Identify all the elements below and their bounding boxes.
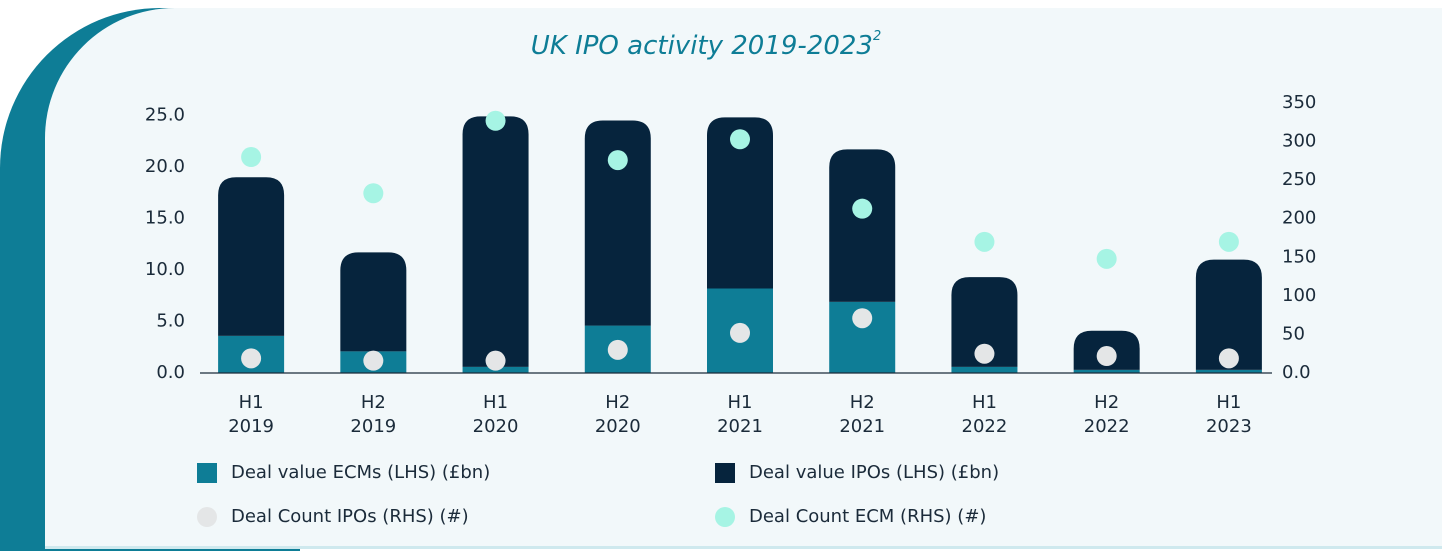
bar bbox=[218, 177, 285, 336]
legend-label: Deal Count IPOs (RHS) (#) bbox=[231, 506, 469, 527]
x-tick-label: H2 2019 bbox=[350, 392, 396, 437]
y2-tick-label: 100 bbox=[1282, 285, 1316, 306]
dot bbox=[363, 350, 384, 371]
y-tick-label: 20.0 bbox=[145, 156, 185, 177]
x-tick-line: 2020 bbox=[473, 416, 519, 437]
bar bbox=[1073, 369, 1140, 373]
x-tick-line: H2 bbox=[605, 392, 630, 413]
x-tick-label: H2 2021 bbox=[839, 392, 885, 437]
bar bbox=[951, 277, 1018, 367]
x-tick-line: 2023 bbox=[1206, 416, 1252, 437]
dot bbox=[1096, 248, 1117, 269]
title-text: UK IPO activity 2019-2023 bbox=[531, 31, 873, 61]
title-footnote: 2 bbox=[873, 29, 881, 44]
dot bbox=[241, 348, 262, 369]
y2-tick-label: 200 bbox=[1282, 208, 1316, 229]
legend-swatch bbox=[715, 463, 735, 483]
dot bbox=[241, 147, 262, 167]
x-tick-label: H1 2019 bbox=[228, 392, 274, 437]
y2-tick-label: 0.0 bbox=[1282, 362, 1311, 383]
bar bbox=[1195, 369, 1262, 373]
x-tick-line: 2022 bbox=[962, 416, 1008, 437]
dot bbox=[485, 110, 506, 131]
dot bbox=[607, 150, 628, 171]
x-tick-label: H2 2022 bbox=[1084, 392, 1130, 437]
x-tick-line: H1 bbox=[728, 392, 753, 413]
x-tick-line: H1 bbox=[239, 392, 264, 413]
x-tick-line: 2021 bbox=[717, 416, 763, 437]
dot bbox=[363, 183, 384, 204]
y-tick-label: 15.0 bbox=[145, 207, 185, 228]
y-tick-label: 0.0 bbox=[156, 362, 185, 383]
bar bbox=[951, 366, 1018, 373]
x-tick-line: 2019 bbox=[350, 416, 396, 437]
x-tick-label: H2 2020 bbox=[595, 392, 641, 437]
dot bbox=[607, 339, 628, 360]
dot bbox=[485, 350, 506, 371]
legend-swatch bbox=[715, 507, 735, 527]
x-tick-line: 2020 bbox=[595, 416, 641, 437]
x-tick-line: H1 bbox=[1216, 392, 1241, 413]
x-tick-line: H1 bbox=[972, 392, 997, 413]
x-tick-label: H1 2021 bbox=[717, 392, 763, 437]
bar bbox=[829, 149, 896, 302]
legend-swatch bbox=[197, 463, 217, 483]
dot bbox=[852, 198, 873, 219]
dot bbox=[852, 308, 873, 329]
y2-tick-label: 50 bbox=[1282, 323, 1305, 344]
bar bbox=[462, 116, 529, 367]
x-tick-label: H1 2023 bbox=[1206, 392, 1252, 437]
dot bbox=[974, 231, 995, 252]
bar bbox=[584, 120, 651, 326]
x-tick-line: H2 bbox=[361, 392, 386, 413]
dot bbox=[1096, 346, 1117, 367]
dot bbox=[1218, 348, 1239, 369]
x-tick-line: 2019 bbox=[228, 416, 274, 437]
x-tick-line: H2 bbox=[850, 392, 875, 413]
x-tick-line: 2021 bbox=[839, 416, 885, 437]
dot bbox=[730, 322, 750, 343]
y-tick-label: 5.0 bbox=[156, 310, 185, 331]
y2-tick-label: 300 bbox=[1282, 131, 1316, 152]
y2-tick-label: 350 bbox=[1282, 92, 1316, 113]
x-tick-line: H1 bbox=[483, 392, 508, 413]
x-tick-label: H1 2022 bbox=[962, 392, 1008, 437]
chart-title: UK IPO activity 2019-20232 bbox=[531, 29, 882, 61]
bar bbox=[1195, 259, 1262, 370]
y-tick-label: 10.0 bbox=[145, 259, 185, 280]
dot bbox=[730, 129, 750, 150]
dot bbox=[1218, 231, 1239, 252]
x-tick-line: H2 bbox=[1094, 392, 1119, 413]
y-tick-label: 25.0 bbox=[145, 104, 185, 125]
legend-label: Deal value IPOs (LHS) (£bn) bbox=[749, 462, 999, 483]
y2-tick-label: 250 bbox=[1282, 169, 1316, 190]
x-tick-label: H1 2020 bbox=[473, 392, 519, 437]
y2-tick-label: 150 bbox=[1282, 246, 1316, 267]
legend-label: Deal value ECMs (LHS) (£bn) bbox=[231, 462, 490, 483]
dot bbox=[974, 343, 995, 364]
bar bbox=[340, 252, 407, 352]
legend-label: Deal Count ECM (RHS) (#) bbox=[749, 506, 986, 527]
x-tick-line: 2022 bbox=[1084, 416, 1130, 437]
bar bbox=[707, 117, 773, 289]
legend-swatch bbox=[197, 507, 217, 527]
